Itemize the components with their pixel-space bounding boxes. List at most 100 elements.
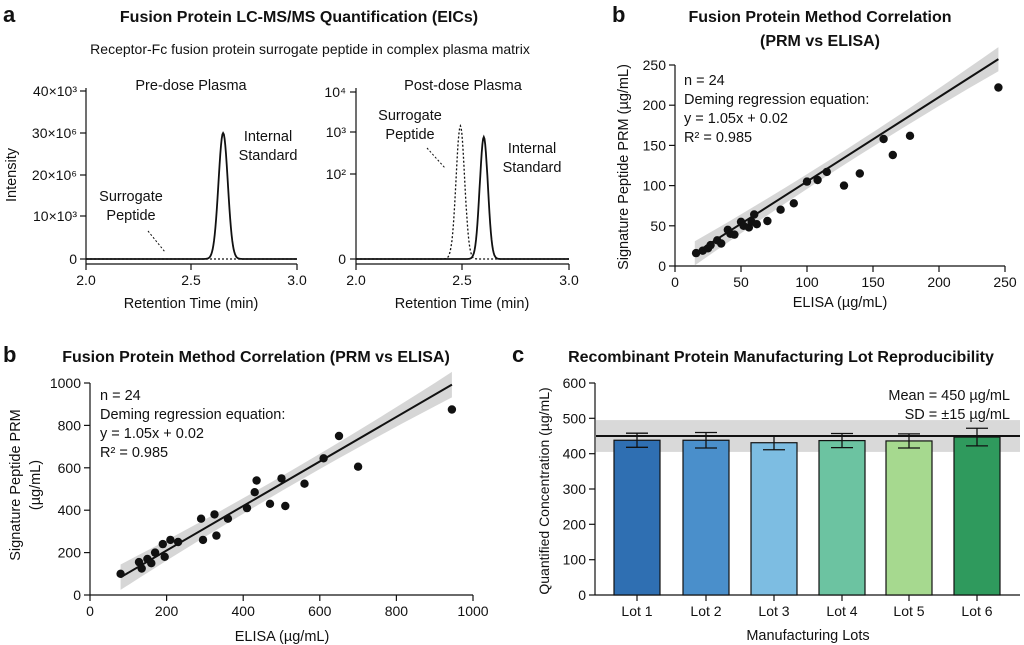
internal-standard-trace [356, 134, 569, 260]
panel-b-bottom-y-tick-1: 200 [58, 545, 90, 561]
panel-c-x-tick-3: Lot 4 [826, 595, 858, 619]
annotation-surrogate-peptide-2: Peptide [106, 208, 155, 224]
panel-c-x-tick-5: Lot 6 [961, 595, 993, 619]
eic-pre-y-tick-3: 30×10⁶ [32, 125, 86, 141]
panel-b-bottom-point-22 [319, 454, 328, 463]
panel-c-plot-area [596, 420, 1020, 596]
surrogate-peptide-pointer [147, 230, 166, 253]
panel-b-bottom-point-24 [353, 462, 363, 471]
panel-b-top-y-tick-label-5: 250 [643, 57, 667, 73]
panel-b-top-annotation-method: Deming regression equation: [684, 92, 869, 108]
panel-b-top-point-23 [879, 134, 888, 144]
panel-c-x-tick-label-3: Lot 4 [826, 603, 857, 619]
panel-c-bar-2 [682, 439, 730, 596]
panel-b-top-y-tick-label-1: 50 [650, 218, 666, 234]
surrogate-peptide-pointer [426, 147, 446, 169]
panel-c-y-tick-label-2: 200 [563, 516, 587, 532]
panel-b-bottom-annotation-method: Deming regression equation: [100, 407, 285, 423]
panel-b-top-annotation-equation: y = 1.05x + 0.02 [684, 111, 788, 127]
eic-post-x-tick-0: 2.0 [346, 264, 366, 288]
annotation-surrogate-peptide-1: Surrogate [378, 108, 442, 124]
panel-b-bottom-point-13 [212, 531, 221, 540]
eic-pre-y-tick-label-4: 40×10³ [33, 83, 77, 99]
panel-b-top-point-20 [822, 167, 831, 177]
panel-b-top-point-22 [855, 169, 864, 178]
eic-post-x-tick-2: 3.0 [559, 264, 579, 288]
annotation-internal-standard-1: Internal [508, 141, 556, 157]
panel-b-bottom-point-10 [196, 514, 206, 523]
panel-b-bottom-point-23 [334, 431, 344, 441]
panel-b-top-x-tick-0: 0 [671, 266, 679, 290]
eic-pre-x-tick-2: 3.0 [287, 264, 307, 288]
panel-b-bottom-point-21 [300, 479, 309, 488]
panel-b-top-point-5 [717, 239, 726, 248]
panel-b-top-x-tick-label-5: 250 [993, 274, 1017, 290]
panel-b-bottom-x-tick-label-0: 0 [86, 603, 94, 619]
eic-pre-xlabel: Retention Time (min) [124, 296, 259, 312]
eic-pre-dose: Pre-dose Plasma 0 10×10³ 20×10⁶ 30×10⁶ 4… [32, 78, 307, 312]
panel-b-top-y-tick-label-0: 0 [658, 258, 666, 274]
panel-b-top-title-line1: Fusion Protein Method Correlation [688, 9, 951, 26]
panel-b-top-ylabel: Signature Peptide PRM (µg/mL) [616, 64, 632, 270]
eic-pre-x-tick-label-0: 2.0 [76, 272, 96, 288]
panel-b-top-xlabel: ELISA (µg/mL) [793, 295, 888, 311]
eic-pre-x-tick-label-1: 2.5 [181, 272, 201, 288]
eic-pre-x-tick-0: 2.0 [76, 264, 96, 288]
panel-c-x-tick-0: Lot 1 [621, 595, 653, 619]
panel-b-top-title-line2: (PRM vs ELISA) [760, 33, 880, 50]
panel-b-bottom-point-17 [252, 476, 261, 485]
panel-b-top-y-tick-2: 100 [643, 178, 675, 194]
panel-c-title: Recombinant Protein Manufacturing Lot Re… [568, 349, 994, 366]
panel-b-bottom-point-18 [265, 499, 275, 508]
panel-b-top-point-14 [752, 220, 761, 229]
panel-b-bottom-x-tick-3: 600 [308, 595, 332, 619]
panel-b-top-x-tick-label-3: 150 [861, 274, 885, 290]
panel-b-bottom-point-15 [242, 503, 252, 513]
panel-b-bottom-x-tick-4: 800 [385, 595, 408, 619]
panel-b-top-x-tick-3: 150 [861, 266, 885, 290]
eic-post-y-tick-label-2: 10³ [326, 124, 347, 140]
panel-b-bottom-point-5 [150, 548, 160, 557]
eic-pre-title: Pre-dose Plasma [135, 78, 247, 94]
panel-b-top-regression-line [694, 58, 999, 255]
panel-b-top-x-tick-label-4: 200 [927, 274, 951, 290]
panel-b-top-point-21 [839, 181, 849, 190]
eic-post-title: Post-dose Plasma [404, 78, 523, 94]
eic-post-x-tick-label-1: 2.5 [452, 272, 472, 288]
panel-c-y-tick-label-0: 0 [578, 587, 586, 603]
panel-c-x-tick-label-1: Lot 2 [690, 603, 721, 619]
panel-c-y-tick-6: 600 [563, 375, 595, 391]
panel-b-bottom: b Fusion Protein Method Correlation (PRM… [3, 342, 489, 645]
panel-c-y-tick-2: 200 [563, 516, 595, 532]
panel-b-bottom-x-tick-2: 400 [232, 595, 255, 619]
panel-c-y-tick-label-1: 100 [563, 552, 587, 568]
panel-c-y-tick-0: 0 [578, 587, 595, 603]
panel-b-bottom-point-19 [277, 474, 286, 483]
eic-post-y-tick-0: 0 [338, 251, 356, 267]
eic-pre-x-tick-1: 2.5 [181, 264, 201, 288]
eic-pre-x-tick-label-2: 3.0 [287, 272, 307, 288]
eic-pre-y-tick-4: 40×10³ [33, 83, 86, 99]
panel-b-bottom-point-4 [147, 559, 156, 568]
panel-b-bottom-y-tick-label-3: 600 [58, 460, 82, 476]
panel-b-bottom-x-tick-label-1: 200 [155, 603, 179, 619]
eic-post-xlabel: Retention Time (min) [395, 296, 530, 312]
panel-c-bar-3 [750, 442, 798, 596]
panel-a: a Fusion Protein LC-MS/MS Quantification… [3, 2, 579, 312]
annotation-surrogate-peptide-2: Peptide [385, 127, 434, 143]
panel-b-top-annotation-n: n = 24 [684, 73, 725, 89]
panel-b-top-annotation-r2: R² = 0.985 [684, 130, 752, 146]
panel-c-bar-4 [818, 439, 866, 596]
panel-b-bottom-plot-area [116, 371, 457, 590]
panel-c-y-tick-label-4: 400 [563, 446, 587, 462]
panel-c-bar-1 [613, 439, 661, 596]
panel-c-letter: c [512, 342, 524, 367]
eic-post-y-tick-label-1: 10² [326, 166, 347, 182]
eic-post-y-tick-1: 10² [326, 166, 356, 182]
panel-c-y-tick-4: 400 [563, 446, 595, 462]
panel-a-letter: a [3, 2, 16, 27]
panel-b-top-point-25 [905, 131, 915, 140]
panel-a-ylabel: Intensity [4, 147, 20, 202]
eic-post-dose: Post-dose Plasma 0 10² 10³ 10⁴ 2.0 2.5 3… [324, 78, 579, 312]
